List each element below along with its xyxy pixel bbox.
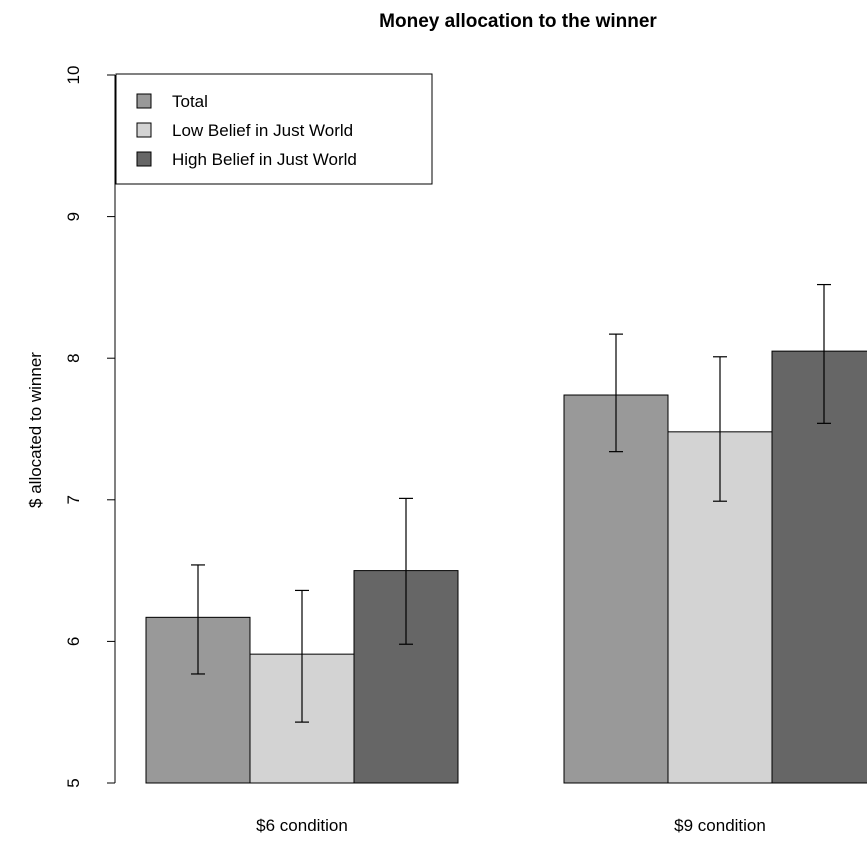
x-axis-categories: $6 condition $9 condition	[256, 816, 766, 835]
y-axis: 5 6 7 8 9 10	[64, 66, 116, 788]
bar	[563, 394, 669, 784]
y-tick-label: 5	[64, 778, 83, 787]
error-bars-layer	[191, 283, 831, 723]
legend-label: Total	[172, 92, 208, 111]
legend-swatch	[136, 122, 152, 138]
y-tick-label: 8	[64, 353, 83, 362]
legend-swatch	[136, 151, 152, 167]
y-axis-label: $ allocated to winner	[26, 352, 45, 508]
y-tick-label: 10	[64, 66, 83, 85]
x-category-label: $6 condition	[256, 816, 348, 835]
y-tick-label: 7	[64, 495, 83, 504]
legend-box	[115, 73, 433, 185]
legend-label: Low Belief in Just World	[172, 121, 353, 140]
y-tick-label: 6	[64, 637, 83, 646]
legend-label: High Belief in Just World	[172, 150, 357, 169]
legend: Total Low Belief in Just World High Belief…	[115, 73, 433, 185]
bar	[771, 350, 867, 784]
x-category-label: $9 condition	[674, 816, 766, 835]
y-tick-label: 9	[64, 212, 83, 221]
bars-layer	[145, 350, 867, 784]
chart-title: Money allocation to the winner	[379, 11, 657, 32]
legend-swatch	[136, 93, 152, 109]
